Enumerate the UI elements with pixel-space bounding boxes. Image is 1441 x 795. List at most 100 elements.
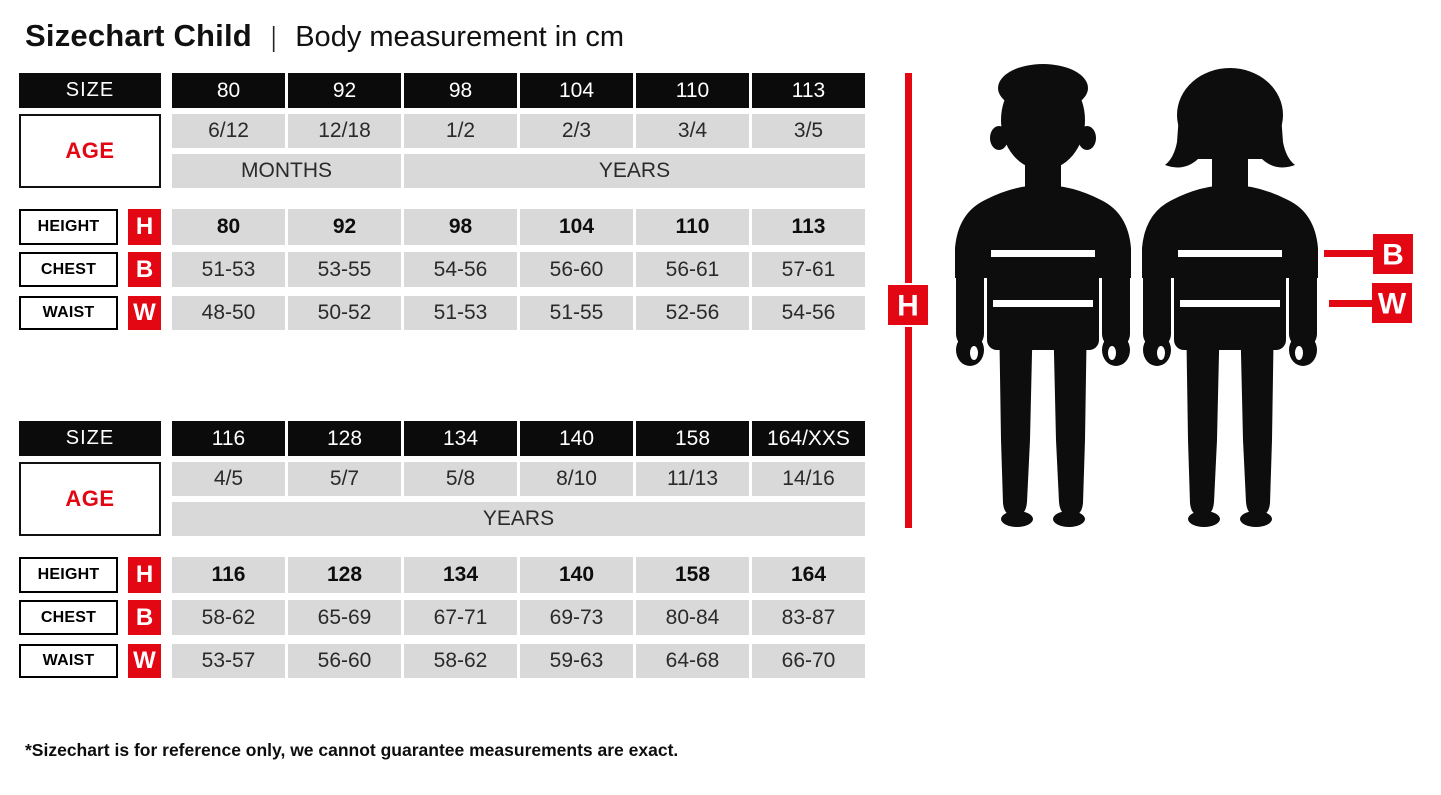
sizechart-table-large-sizes: SIZE 116 128 134 140 158 164/XXS AGE 4/5… — [19, 421, 865, 679]
waist-value: 50-52 — [288, 296, 401, 330]
size-value: 104 — [520, 73, 633, 108]
title-separator: | — [271, 21, 277, 52]
age-unit-months: MONTHS — [172, 154, 401, 188]
size-value: 80 — [172, 73, 285, 108]
chest-letter-badge: B — [128, 600, 161, 635]
girl-chest-line — [1178, 250, 1282, 257]
chest-badge: B — [1373, 234, 1413, 274]
size-value: 98 — [404, 73, 517, 108]
sizechart-table-small-sizes: SIZE 80 92 98 104 110 113 AGE 6/12 12/18… — [19, 73, 865, 331]
waist-value: 58-62 — [404, 644, 517, 678]
waist-value: 59-63 — [520, 644, 633, 678]
chest-value: 80-84 — [636, 600, 749, 635]
chest-value: 65-69 — [288, 600, 401, 635]
age-unit-years: YEARS — [404, 154, 865, 188]
size-value: 110 — [636, 73, 749, 108]
waist-value: 66-70 — [752, 644, 865, 678]
age-value: 6/12 — [172, 114, 285, 148]
chest-label: CHEST — [19, 600, 118, 635]
waist-value: 48-50 — [172, 296, 285, 330]
waist-value: 51-53 — [404, 296, 517, 330]
waist-label: WAIST — [19, 644, 118, 678]
waist-measure-line — [1329, 300, 1372, 307]
chest-value: 56-60 — [520, 252, 633, 287]
size-value: 134 — [404, 421, 517, 456]
size-value: 128 — [288, 421, 401, 456]
size-value: 158 — [636, 421, 749, 456]
age-value: 5/7 — [288, 462, 401, 496]
height-value: 110 — [636, 209, 749, 245]
size-header: SIZE — [19, 73, 161, 108]
waist-letter-badge: W — [128, 644, 161, 678]
size-value: 116 — [172, 421, 285, 456]
page-title-subtitle: Body measurement in cm — [295, 21, 625, 53]
girl-waist-line — [1180, 300, 1280, 307]
chest-value: 54-56 — [404, 252, 517, 287]
page-title: Sizechart Child | Body measurement in cm — [25, 18, 624, 54]
height-row: HEIGHT H 80 92 98 104 110 113 — [19, 209, 865, 245]
size-row: SIZE 80 92 98 104 110 113 — [19, 73, 865, 108]
waist-value: 53-57 — [172, 644, 285, 678]
waist-value: 51-55 — [520, 296, 633, 330]
age-value: 12/18 — [288, 114, 401, 148]
height-label: HEIGHT — [19, 209, 118, 245]
chest-value: 67-71 — [404, 600, 517, 635]
height-badge-letter: H — [897, 290, 919, 323]
age-value: 5/8 — [404, 462, 517, 496]
chest-label: CHEST — [19, 252, 118, 287]
disclaimer-footnote: *Sizechart is for reference only, we can… — [25, 740, 679, 760]
height-letter-badge: H — [128, 557, 161, 593]
age-value: 4/5 — [172, 462, 285, 496]
height-letter-badge: H — [128, 209, 161, 245]
age-value: 14/16 — [752, 462, 865, 496]
waist-row: WAIST W 53-57 56-60 58-62 59-63 64-68 66… — [19, 644, 865, 678]
boy-waist-line — [993, 300, 1093, 307]
waist-value: 64-68 — [636, 644, 749, 678]
height-value: 80 — [172, 209, 285, 245]
age-header: AGE — [19, 114, 161, 188]
age-header: AGE — [19, 462, 161, 536]
chest-letter-badge: B — [128, 252, 161, 287]
size-header: SIZE — [19, 421, 161, 456]
girl-silhouette — [1142, 68, 1318, 527]
chest-value: 51-53 — [172, 252, 285, 287]
chest-measure-line — [1324, 250, 1373, 257]
age-value: 8/10 — [520, 462, 633, 496]
page-title-bold: Sizechart Child — [25, 18, 252, 53]
height-value: 134 — [404, 557, 517, 593]
waist-badge: W — [1372, 283, 1412, 323]
measurement-figure: H B W — [888, 64, 1413, 528]
waist-value: 54-56 — [752, 296, 865, 330]
waist-value: 52-56 — [636, 296, 749, 330]
size-value: 92 — [288, 73, 401, 108]
height-value: 164 — [752, 557, 865, 593]
age-unit-years: YEARS — [172, 502, 865, 536]
waist-value: 56-60 — [288, 644, 401, 678]
height-value: 104 — [520, 209, 633, 245]
age-value: 3/5 — [752, 114, 865, 148]
height-badge: H — [888, 285, 928, 325]
boy-silhouette — [955, 64, 1131, 527]
age-value: 3/4 — [636, 114, 749, 148]
age-unit-row: MONTHS YEARS — [19, 154, 865, 188]
waist-row: WAIST W 48-50 50-52 51-53 51-55 52-56 54… — [19, 296, 865, 330]
height-label: HEIGHT — [19, 557, 118, 593]
age-value: 1/2 — [404, 114, 517, 148]
height-value: 140 — [520, 557, 633, 593]
chest-value: 57-61 — [752, 252, 865, 287]
height-row: HEIGHT H 116 128 134 140 158 164 — [19, 557, 865, 593]
chest-value: 69-73 — [520, 600, 633, 635]
age-unit-row: YEARS — [19, 502, 865, 536]
boy-chest-line — [991, 250, 1095, 257]
waist-label: WAIST — [19, 296, 118, 330]
waist-letter-badge: W — [128, 296, 161, 330]
age-row: 6/12 12/18 1/2 2/3 3/4 3/5 — [19, 114, 865, 148]
height-value: 113 — [752, 209, 865, 245]
chest-badge-letter: B — [1382, 239, 1404, 272]
height-value: 158 — [636, 557, 749, 593]
size-row: SIZE 116 128 134 140 158 164/XXS — [19, 421, 865, 456]
height-value: 116 — [172, 557, 285, 593]
age-row: 4/5 5/7 5/8 8/10 11/13 14/16 — [19, 462, 865, 496]
height-value: 92 — [288, 209, 401, 245]
chest-value: 56-61 — [636, 252, 749, 287]
